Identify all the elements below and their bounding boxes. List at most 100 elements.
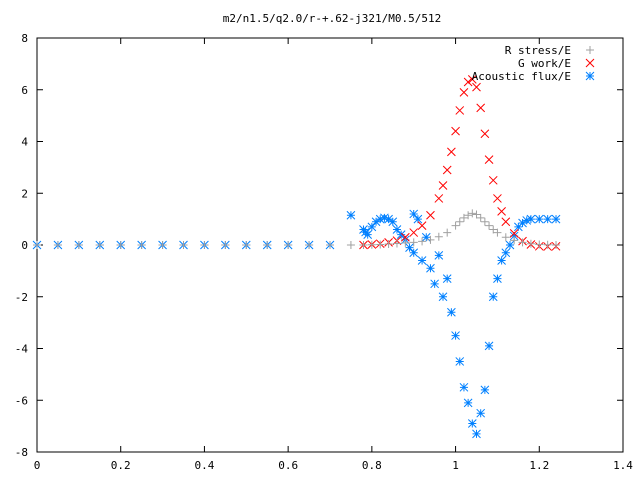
x-tick-label: 0.8 [362,459,382,472]
data-point [438,292,448,302]
data-point [442,165,452,175]
data-point [551,214,561,224]
data-point [418,237,427,246]
data-point [371,217,381,227]
y-tick-label: 4 [21,136,28,149]
data-point [400,232,410,242]
data-point [484,341,494,351]
data-point [426,210,435,220]
data-point [447,307,456,317]
data-point [543,214,553,224]
data-point [501,248,511,258]
data-point [493,228,502,237]
axes-ticks: 0 0.2 0.4 0.6 0.8 1 1.2 1.4 -8 -6 -4 -2 0 2 4 6 8 [15,32,634,472]
data-point [367,222,377,232]
legend-label: R stress/E [505,44,571,57]
series-cross [359,75,561,251]
data-point [384,239,393,248]
data-point [455,357,465,366]
data-point [522,216,532,225]
x-tick-label: 1 [452,459,459,472]
data-point [384,214,393,224]
data-point [459,87,469,97]
data-point [158,241,167,249]
data-point [74,241,83,249]
data-point [116,241,125,249]
legend-label: G work/E [518,57,571,70]
y-tick-label: -4 [15,343,29,356]
data-point [518,238,527,247]
y-tick-label: 0 [21,239,28,252]
data-point [346,210,356,220]
data-point [413,214,423,224]
data-point [346,241,355,249]
y-tick-label: -6 [15,394,28,407]
data-point [426,235,435,244]
data-point [305,241,314,249]
data-point [451,126,460,136]
x-tick-label: 1.2 [529,459,549,472]
data-point [509,231,519,241]
data-point [409,209,419,219]
x-tick-label: 1.4 [613,459,633,472]
data-point [497,207,506,216]
data-point [455,106,465,115]
data-point [489,225,498,234]
y-tick-label: 8 [21,32,28,45]
data-point [221,241,230,249]
series-star [32,209,561,439]
data-point [388,217,398,227]
y-tick-label: 6 [21,84,28,97]
data-point [434,250,444,260]
data-point [326,241,334,249]
y-tick-label: 2 [21,187,28,200]
data-point [426,263,435,273]
data-point [472,210,481,219]
data-point [552,241,561,249]
data-point [451,221,460,230]
data-point [488,292,498,302]
data-point [535,240,544,249]
data-point [476,213,485,222]
data-point [472,429,481,439]
data-point [376,240,385,249]
data-series [32,75,561,439]
data-point [480,217,489,226]
data-point [514,222,523,232]
x-tick-label: 0.4 [194,459,214,472]
data-point [464,211,473,220]
data-point [242,241,251,249]
data-point [447,147,456,157]
legend-label: Acoustic flux/E [472,70,571,83]
data-point [518,218,527,228]
data-point [380,213,389,223]
data-point [463,77,473,87]
data-point [493,274,502,283]
y-tick-label: -2 [15,291,28,304]
data-point [442,274,452,283]
data-point [468,209,477,218]
data-point [505,240,515,250]
data-point [480,385,490,395]
data-point [459,213,468,222]
data-point [53,241,62,249]
data-point [467,419,477,428]
legend-marker [585,58,595,68]
data-point [485,221,494,230]
data-point [367,240,376,249]
data-point [359,241,368,249]
data-point [409,228,419,237]
data-point [396,230,406,240]
data-point [472,82,481,92]
data-point [510,236,519,245]
legend-marker [586,46,594,54]
data-point [375,214,385,224]
data-point [363,230,373,240]
data-point [200,241,209,249]
y-tick-label: -8 [15,446,28,459]
data-point [33,241,41,249]
data-point [493,194,502,203]
x-tick-label: 0.6 [278,459,298,472]
data-point [263,241,272,249]
